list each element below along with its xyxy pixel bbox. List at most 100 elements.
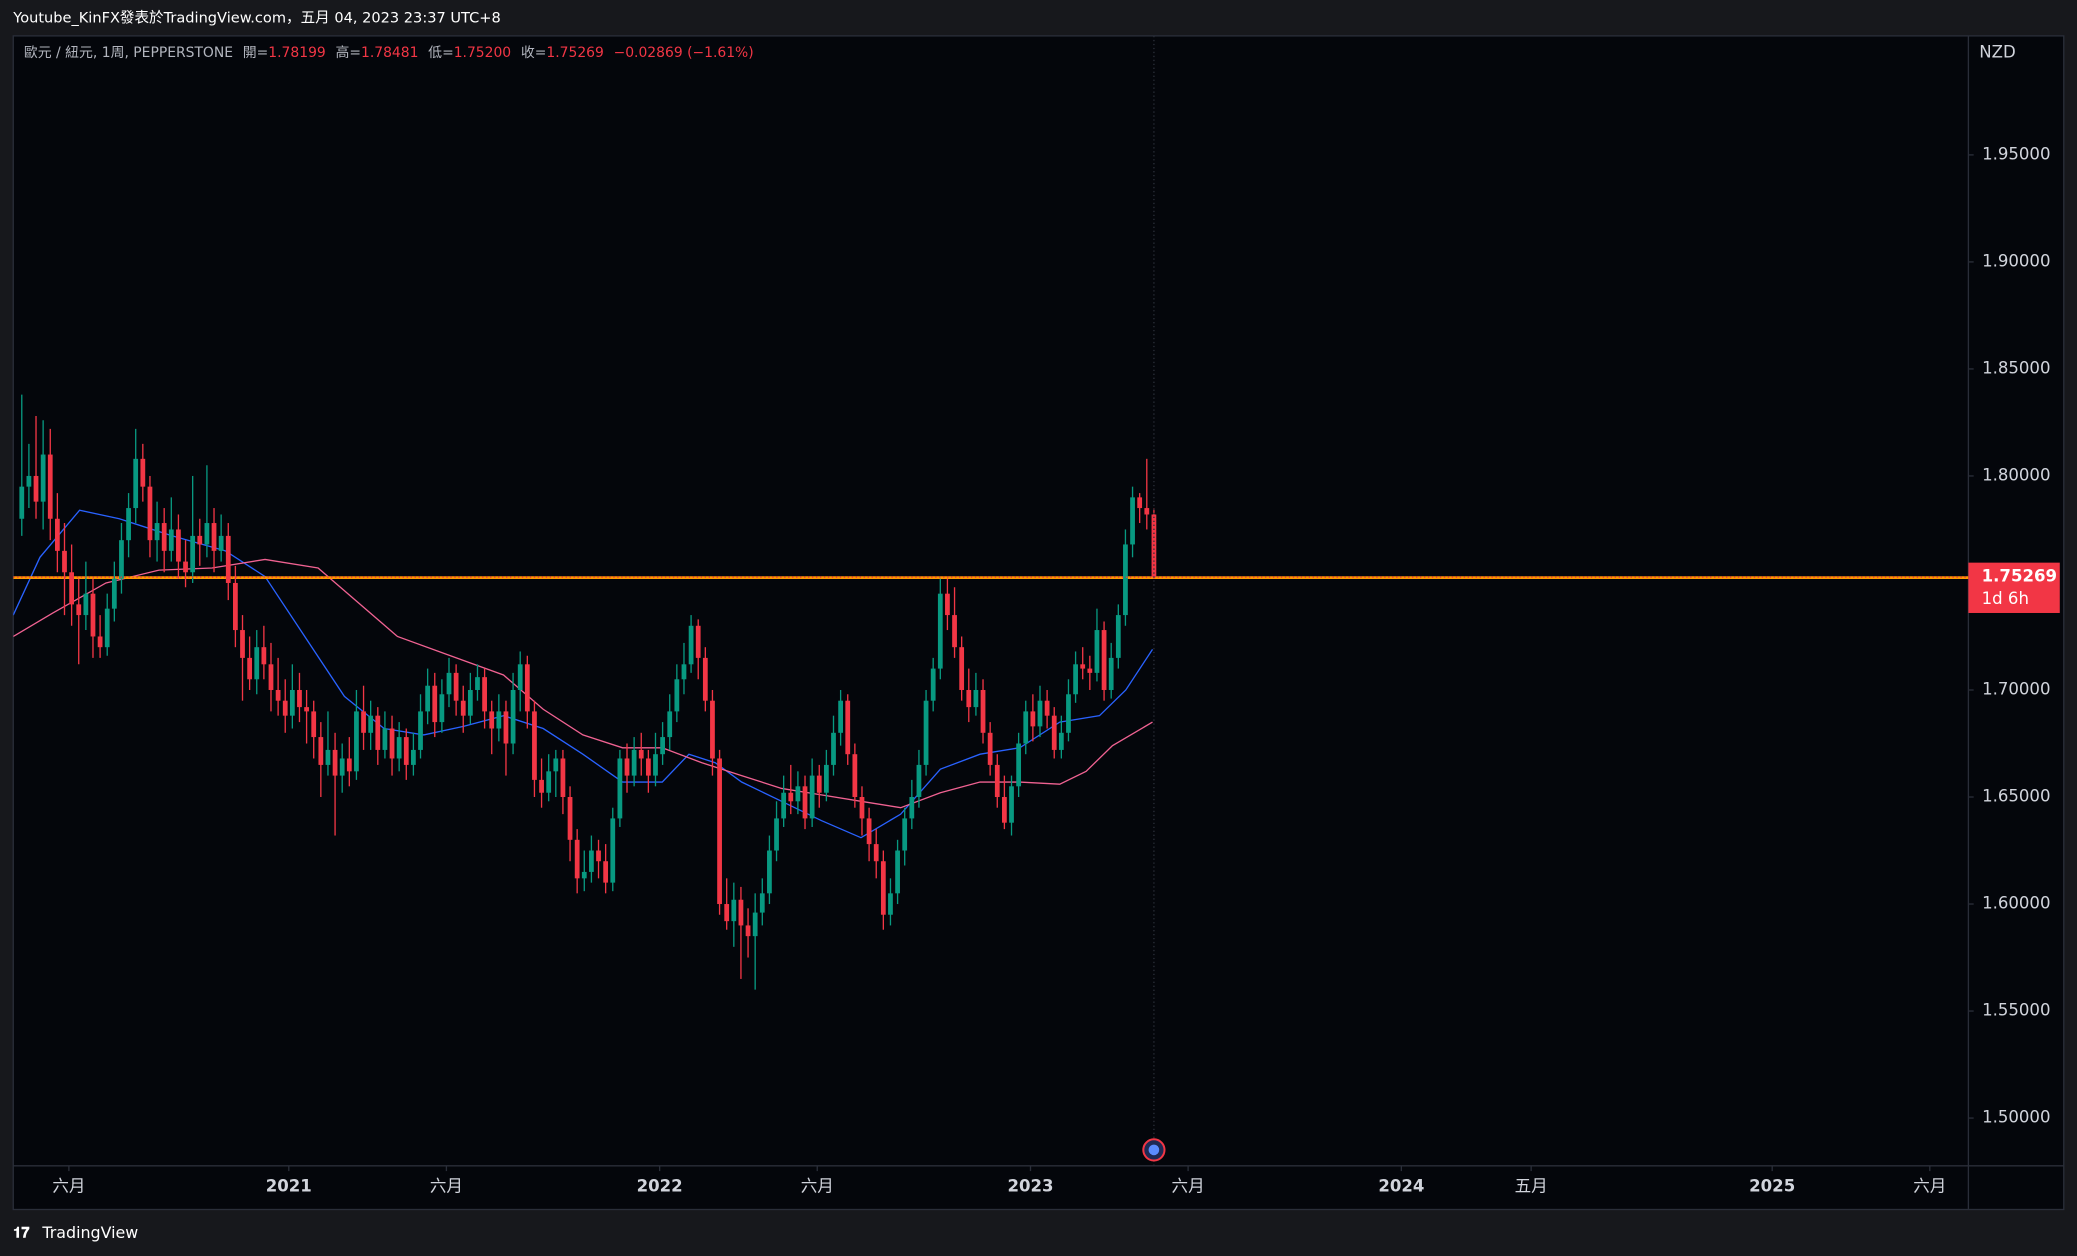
candle-body [496, 711, 502, 729]
candle-body [702, 657, 708, 701]
candle-body [631, 749, 637, 776]
legend: 歐元 / 紐元, 1周, PEPPERSTONE 開=1.78199 高=1.7… [24, 44, 754, 61]
change: −0.02869 (−1.61%) [614, 45, 754, 61]
candle-body [168, 529, 174, 551]
candle-body [475, 677, 480, 690]
candle-body [225, 535, 231, 583]
candle-body [1066, 694, 1071, 733]
candle-body [759, 893, 765, 913]
candle-body [40, 454, 46, 502]
candle-body [574, 839, 580, 879]
candle-body [717, 758, 722, 905]
candle-body [54, 518, 60, 551]
candle-body [33, 475, 39, 502]
candle-body [539, 779, 544, 793]
candle-body [147, 486, 153, 541]
x-tick-label: 2024 [1378, 1176, 1424, 1195]
candle-body [1108, 657, 1114, 690]
candle-body [1002, 797, 1007, 823]
candle-body [1044, 700, 1050, 716]
countdown-label: 1d 6h [1982, 589, 2029, 608]
candle-body [389, 728, 395, 759]
candle-body [62, 550, 67, 573]
candle-body [69, 572, 75, 605]
candle-body [161, 523, 167, 551]
candle-body [959, 647, 965, 690]
y-tick-label: 1.90000 [1982, 251, 2050, 270]
candle-body [453, 672, 459, 701]
candle-body [176, 529, 181, 562]
candle-body [923, 700, 929, 765]
candle-body [439, 694, 445, 723]
candle-body [297, 689, 302, 708]
candle-body [603, 861, 609, 883]
candle-body [190, 535, 196, 573]
candle-body [567, 797, 573, 840]
candle-body [596, 850, 601, 862]
candle-body [1087, 668, 1093, 673]
currency[interactable]: NZD [1979, 43, 2015, 62]
candle-body [838, 700, 844, 733]
candle-body [517, 664, 523, 690]
y-tick-label: 1.85000 [1982, 358, 2050, 377]
candle-body [1051, 715, 1057, 750]
candle-body [1023, 711, 1029, 744]
event-marker-dot [1148, 1144, 1160, 1156]
candle-body [332, 749, 338, 776]
candle-body [1009, 786, 1014, 823]
candle-body [617, 758, 623, 819]
brand: 𝟏𝟕 TradingView [13, 1223, 138, 1242]
candle-body [275, 689, 281, 701]
candle-body [446, 672, 452, 695]
candle-body [724, 904, 730, 922]
candle-body [375, 715, 381, 750]
candle-body [745, 925, 751, 937]
candle-body [916, 764, 922, 798]
candle-body [930, 668, 936, 701]
candle-body [767, 850, 772, 894]
brand-name: TradingView [41, 1223, 138, 1242]
candle-body [83, 593, 89, 616]
moving-average [13, 558, 1153, 809]
chart-area [12, 35, 2065, 1211]
candle-body [211, 523, 217, 551]
y-tick-label: 1.60000 [1982, 894, 2050, 913]
candle-body [240, 630, 245, 658]
candle-body [325, 749, 331, 765]
candle-body [1016, 743, 1022, 787]
candle-body [980, 689, 986, 733]
candle-body [695, 625, 701, 658]
candle-body [937, 593, 943, 669]
candle-body [90, 593, 96, 637]
x-tick-label: 2025 [1749, 1176, 1795, 1195]
candle-body [510, 689, 516, 744]
low-value: 1.75200 [454, 45, 511, 61]
candle-body [311, 711, 317, 738]
candle-body [104, 608, 110, 648]
candle-body [411, 749, 416, 765]
candle-body [47, 454, 53, 519]
candle-body [624, 758, 630, 776]
candle-body [97, 636, 103, 648]
candle-body [261, 647, 267, 665]
candle-body [674, 679, 680, 712]
candle-body [304, 707, 309, 712]
candle-body [76, 604, 82, 616]
candle-body [354, 711, 359, 772]
candle-body [1037, 700, 1043, 727]
candle-body [653, 754, 658, 776]
candle-body [503, 711, 509, 744]
candle-body [774, 818, 779, 851]
candle-body [560, 758, 566, 798]
candle-body [247, 657, 253, 680]
x-tick-label: 2023 [1007, 1176, 1053, 1195]
price-label: 1.75269 [1982, 567, 2057, 586]
candle-body [133, 458, 139, 509]
candle-body [425, 685, 431, 712]
open-label: 開= [243, 45, 269, 61]
x-tick-label: 六月 [1172, 1176, 1205, 1195]
candle-body [645, 758, 651, 776]
candle-body [859, 797, 865, 819]
header-text: Youtube_KinFX發表於TradingView.com，五月 04, 2… [12, 10, 500, 27]
candle-body [318, 737, 324, 765]
